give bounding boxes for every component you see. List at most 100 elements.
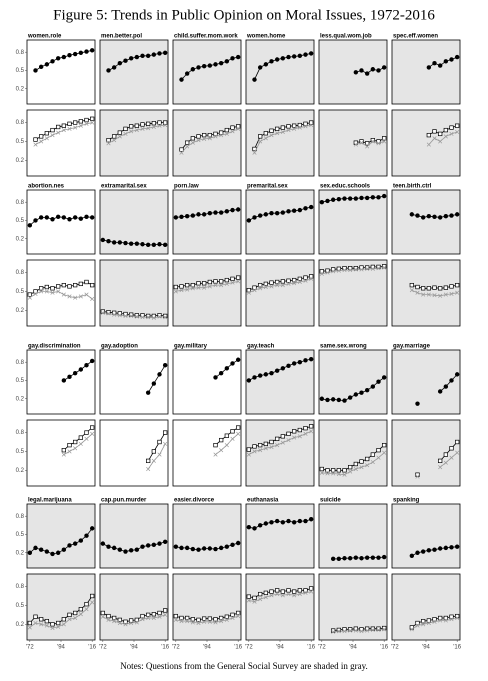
point	[415, 284, 420, 290]
point	[438, 618, 443, 623]
point	[348, 628, 353, 633]
panel-frame	[99, 503, 169, 569]
point	[230, 615, 235, 621]
point	[230, 56, 235, 61]
point	[449, 57, 454, 62]
point	[61, 292, 66, 297]
point	[381, 65, 387, 70]
point	[33, 137, 38, 142]
panel-frame	[245, 39, 315, 105]
panel-frame	[245, 419, 315, 487]
point	[257, 373, 263, 378]
panel-title: suicide	[320, 498, 341, 504]
point	[106, 310, 111, 315]
point	[106, 68, 111, 73]
panel-frame	[391, 573, 461, 641]
point	[342, 398, 347, 403]
point	[162, 50, 168, 55]
point	[162, 242, 168, 248]
panel-frame	[26, 349, 96, 415]
point	[185, 619, 190, 624]
panel-title: gay.adoption	[101, 344, 138, 350]
point	[27, 292, 32, 297]
point	[275, 131, 280, 136]
point	[292, 126, 297, 131]
panel-frame	[391, 189, 461, 255]
point	[90, 282, 95, 288]
point	[157, 51, 162, 56]
point	[319, 269, 324, 274]
point	[297, 207, 303, 213]
point	[415, 401, 420, 406]
panel-title: cap.pun.murder	[101, 498, 147, 504]
point	[33, 545, 38, 551]
point	[353, 392, 359, 397]
panel-frame	[318, 109, 388, 177]
point	[184, 71, 190, 76]
point	[213, 210, 218, 215]
point	[196, 65, 201, 70]
point	[443, 384, 449, 389]
point	[455, 290, 460, 295]
point	[280, 56, 286, 61]
point	[269, 444, 274, 450]
point	[72, 51, 78, 57]
point	[376, 626, 381, 631]
point	[420, 215, 426, 220]
point	[443, 615, 448, 621]
point	[134, 314, 139, 319]
point	[309, 120, 314, 125]
point	[213, 279, 218, 284]
point	[421, 286, 426, 291]
point	[190, 67, 196, 72]
point	[185, 615, 190, 621]
point	[308, 517, 314, 522]
point	[44, 289, 49, 294]
point	[432, 60, 437, 66]
panel-title: less.qual.wom.job	[320, 34, 372, 40]
point	[443, 460, 448, 465]
point	[224, 443, 229, 448]
point	[89, 358, 95, 364]
point	[117, 130, 122, 135]
series-line	[102, 614, 166, 625]
point	[90, 120, 95, 125]
point	[252, 444, 257, 449]
point	[342, 472, 347, 477]
point	[151, 124, 156, 130]
point	[27, 223, 33, 228]
point	[33, 289, 38, 294]
point	[151, 52, 157, 57]
point	[213, 283, 218, 288]
point	[123, 313, 128, 318]
point	[33, 620, 38, 626]
point	[39, 139, 44, 144]
panel-frame	[26, 39, 96, 105]
point	[286, 431, 291, 436]
point	[376, 379, 381, 384]
point	[100, 614, 105, 619]
point	[336, 556, 342, 562]
point	[33, 68, 38, 73]
point	[443, 285, 448, 290]
point	[184, 214, 190, 219]
point	[303, 275, 308, 280]
panel-frame	[391, 419, 461, 487]
y-tick-label: 0.5	[16, 289, 25, 295]
point	[415, 213, 420, 218]
point	[44, 618, 49, 624]
point	[67, 374, 72, 380]
point	[117, 240, 123, 245]
point	[224, 59, 230, 64]
point	[252, 215, 257, 220]
series-line	[321, 267, 385, 275]
point	[84, 533, 89, 538]
point	[230, 276, 235, 282]
figure-note: Notes: Questions from the General Social…	[120, 661, 368, 671]
point	[286, 54, 291, 60]
point	[297, 53, 303, 59]
point	[303, 52, 308, 57]
point	[61, 123, 66, 128]
point	[100, 237, 106, 243]
point	[246, 378, 252, 383]
